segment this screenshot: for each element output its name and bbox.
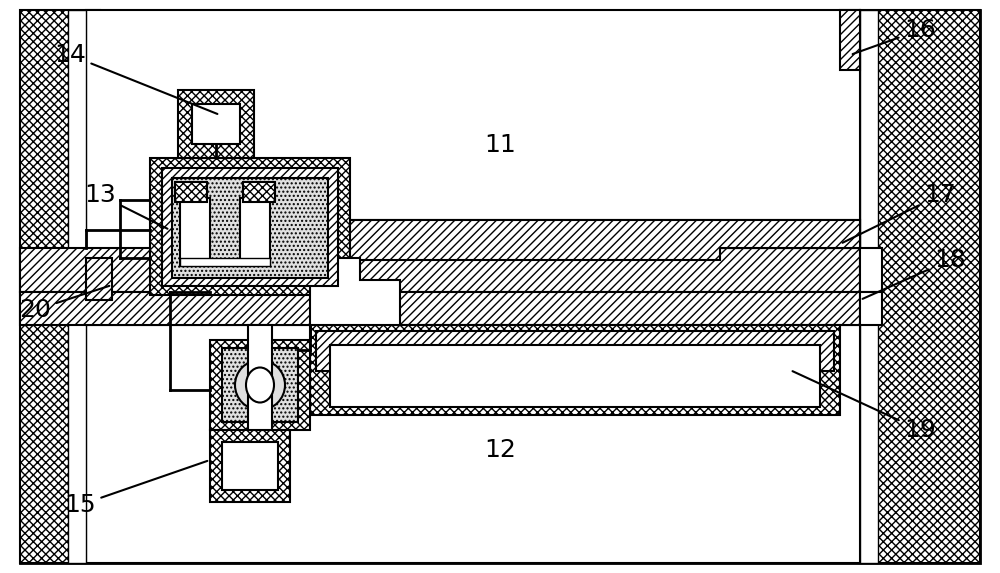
- Bar: [860, 10, 878, 563]
- Text: 18: 18: [863, 248, 966, 299]
- Bar: [840, 10, 860, 70]
- Bar: [68, 10, 86, 563]
- Bar: [860, 292, 882, 325]
- Bar: [310, 325, 840, 415]
- Bar: [86, 258, 112, 300]
- Bar: [86, 325, 860, 563]
- Bar: [192, 104, 240, 144]
- Bar: [180, 198, 210, 266]
- Bar: [222, 348, 298, 422]
- Bar: [20, 292, 860, 325]
- Polygon shape: [310, 258, 400, 325]
- Bar: [175, 182, 207, 202]
- Bar: [180, 258, 270, 266]
- Bar: [172, 178, 328, 278]
- Bar: [330, 345, 820, 407]
- Bar: [162, 168, 338, 286]
- Bar: [240, 198, 270, 266]
- Text: 12: 12: [484, 438, 516, 462]
- Text: 11: 11: [484, 133, 516, 157]
- Bar: [210, 340, 310, 430]
- Text: 20: 20: [19, 286, 109, 322]
- Text: 13: 13: [84, 183, 168, 229]
- Text: 17: 17: [842, 183, 956, 243]
- Bar: [860, 10, 980, 563]
- Bar: [150, 158, 350, 295]
- Bar: [316, 331, 834, 371]
- Ellipse shape: [235, 360, 285, 410]
- Text: 14: 14: [54, 43, 217, 114]
- Bar: [860, 248, 882, 292]
- Bar: [178, 90, 254, 158]
- Bar: [86, 10, 860, 258]
- Bar: [248, 325, 272, 430]
- Bar: [20, 248, 860, 292]
- Bar: [243, 182, 275, 202]
- Bar: [20, 10, 100, 563]
- Text: 16: 16: [853, 18, 936, 54]
- Bar: [222, 442, 278, 490]
- Text: 15: 15: [64, 461, 207, 517]
- Bar: [210, 430, 290, 502]
- Bar: [310, 220, 860, 248]
- Ellipse shape: [246, 367, 274, 402]
- Text: 19: 19: [793, 371, 936, 442]
- Polygon shape: [310, 220, 860, 260]
